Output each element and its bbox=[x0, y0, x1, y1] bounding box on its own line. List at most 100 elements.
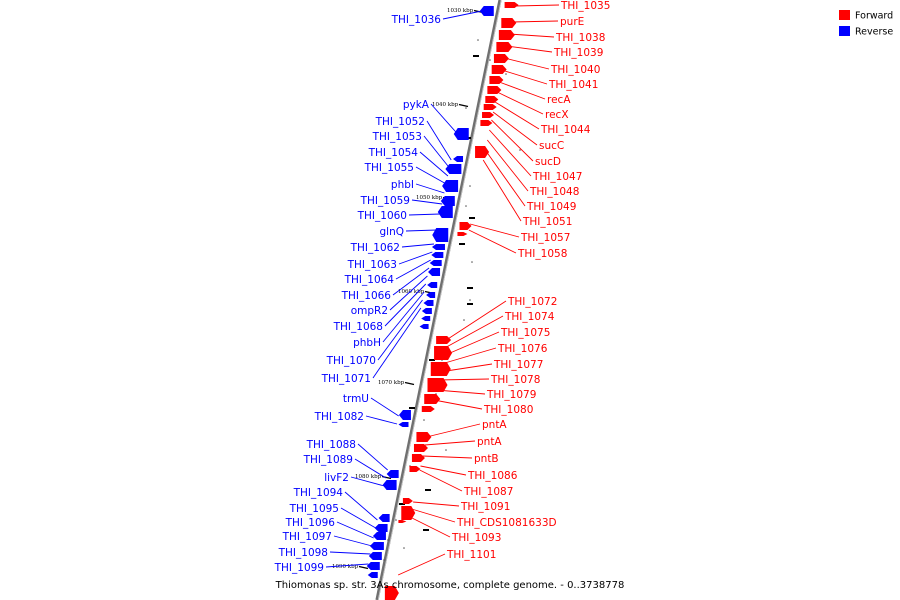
forward-gene[interactable] bbox=[482, 112, 495, 118]
reverse-gene-label-livf2[interactable]: livF2 bbox=[324, 472, 349, 484]
forward-gene[interactable] bbox=[416, 432, 432, 442]
reverse-gene[interactable] bbox=[428, 268, 441, 276]
reverse-gene-label-thi-1060[interactable]: THI_1060 bbox=[357, 210, 407, 222]
forward-gene[interactable] bbox=[483, 104, 497, 110]
forward-gene[interactable] bbox=[430, 362, 451, 376]
forward-gene-label-thi-1080[interactable]: THI_1080 bbox=[483, 404, 533, 416]
forward-gene-label-pnta[interactable]: pntA bbox=[477, 436, 502, 448]
forward-gene-label-thi-1039[interactable]: THI_1039 bbox=[553, 47, 603, 59]
reverse-gene[interactable] bbox=[366, 562, 380, 570]
forward-gene-label-thi-1049[interactable]: THI_1049 bbox=[526, 201, 576, 213]
reverse-gene-label-ompr2[interactable]: ompR2 bbox=[351, 305, 388, 317]
reverse-gene[interactable] bbox=[398, 410, 411, 420]
reverse-gene-label-thi-1070[interactable]: THI_1070 bbox=[326, 355, 376, 367]
forward-gene-label-pnta[interactable]: pntA bbox=[482, 419, 507, 431]
reverse-gene[interactable] bbox=[382, 480, 397, 490]
reverse-gene-label-phbh[interactable]: phbH bbox=[353, 337, 381, 349]
forward-gene-label-thi-1101[interactable]: THI_1101 bbox=[446, 549, 496, 561]
legend-item-forward[interactable]: Forward bbox=[839, 10, 893, 22]
forward-gene-label-thi-1074[interactable]: THI_1074 bbox=[504, 311, 555, 323]
forward-gene[interactable] bbox=[457, 232, 468, 236]
forward-gene-label-thi-1058[interactable]: THI_1058 bbox=[517, 248, 567, 260]
reverse-gene[interactable] bbox=[431, 252, 444, 258]
reverse-gene[interactable] bbox=[419, 324, 429, 329]
reverse-gene[interactable] bbox=[378, 514, 390, 522]
reverse-gene-label-thi-1054[interactable]: THI_1054 bbox=[368, 147, 419, 159]
reverse-gene-label-thi-1071[interactable]: THI_1071 bbox=[321, 373, 371, 385]
reverse-gene[interactable] bbox=[427, 282, 438, 288]
reverse-gene-label-thi-1062[interactable]: THI_1062 bbox=[350, 242, 400, 254]
forward-gene-label-reca[interactable]: recA bbox=[547, 94, 571, 106]
forward-gene-label-thi-1040[interactable]: THI_1040 bbox=[550, 64, 600, 76]
reverse-gene-label-thi-1063[interactable]: THI_1063 bbox=[347, 259, 397, 271]
forward-gene-label-thi-1048[interactable]: THI_1048 bbox=[529, 186, 579, 198]
forward-gene[interactable] bbox=[459, 222, 472, 230]
reverse-gene-label-thi-1052[interactable]: THI_1052 bbox=[375, 116, 425, 128]
forward-gene-label-thi-1077[interactable]: THI_1077 bbox=[493, 359, 543, 371]
reverse-gene[interactable] bbox=[453, 156, 464, 162]
forward-gene-label-thi-1075[interactable]: THI_1075 bbox=[500, 327, 550, 339]
reverse-gene-label-thi-1059[interactable]: THI_1059 bbox=[360, 195, 410, 207]
reverse-gene[interactable] bbox=[432, 228, 449, 242]
forward-gene[interactable] bbox=[421, 406, 435, 412]
forward-gene[interactable] bbox=[436, 336, 452, 344]
forward-gene-label-thi-1093[interactable]: THI_1093 bbox=[451, 532, 501, 544]
forward-gene[interactable] bbox=[434, 346, 453, 360]
forward-gene-label-thi-cds1081633d[interactable]: THI_CDS1081633D bbox=[456, 517, 557, 529]
reverse-gene[interactable] bbox=[374, 524, 388, 532]
forward-gene[interactable] bbox=[411, 454, 425, 462]
reverse-gene-label-thi-1055[interactable]: THI_1055 bbox=[364, 162, 414, 174]
reverse-gene-label-thi-1064[interactable]: THI_1064 bbox=[344, 274, 395, 286]
forward-gene[interactable] bbox=[475, 146, 490, 158]
reverse-gene[interactable] bbox=[421, 308, 432, 314]
reverse-gene[interactable] bbox=[442, 180, 459, 192]
forward-gene-label-thi-1079[interactable]: THI_1079 bbox=[486, 389, 536, 401]
forward-gene[interactable] bbox=[424, 394, 441, 404]
forward-gene[interactable] bbox=[413, 444, 428, 452]
forward-gene-label-thi-1087[interactable]: THI_1087 bbox=[463, 486, 513, 498]
reverse-gene[interactable] bbox=[386, 470, 399, 478]
reverse-gene-label-thi-1036[interactable]: THI_1036 bbox=[391, 14, 442, 26]
reverse-gene[interactable] bbox=[367, 572, 378, 578]
reverse-gene[interactable] bbox=[479, 6, 494, 16]
legend-item-reverse[interactable]: Reverse bbox=[839, 26, 893, 38]
reverse-gene[interactable] bbox=[437, 206, 453, 218]
reverse-gene-label-thi-1097[interactable]: THI_1097 bbox=[282, 531, 332, 543]
reverse-gene-label-glnq[interactable]: glnQ bbox=[379, 226, 404, 238]
reverse-gene[interactable] bbox=[368, 552, 382, 560]
forward-gene[interactable] bbox=[398, 520, 407, 523]
forward-gene[interactable] bbox=[496, 42, 513, 52]
forward-gene[interactable] bbox=[485, 96, 499, 103]
forward-gene[interactable] bbox=[402, 498, 413, 504]
reverse-gene-label-thi-1088[interactable]: THI_1088 bbox=[306, 439, 356, 451]
forward-gene-label-sucd[interactable]: sucD bbox=[535, 156, 561, 168]
forward-gene[interactable] bbox=[498, 30, 515, 40]
reverse-gene-label-thi-1089[interactable]: THI_1089 bbox=[303, 454, 353, 466]
forward-gene-label-thi-1047[interactable]: THI_1047 bbox=[532, 171, 582, 183]
reverse-gene-label-thi-1094[interactable]: THI_1094 bbox=[293, 487, 344, 499]
reverse-gene[interactable] bbox=[421, 316, 431, 321]
forward-gene-label-thi-1041[interactable]: THI_1041 bbox=[548, 79, 598, 91]
reverse-gene-label-thi-1068[interactable]: THI_1068 bbox=[333, 321, 383, 333]
forward-gene-label-thi-1091[interactable]: THI_1091 bbox=[460, 501, 510, 513]
forward-gene[interactable] bbox=[501, 18, 517, 28]
forward-gene-label-pure[interactable]: purE bbox=[560, 16, 584, 28]
forward-gene-label-thi-1072[interactable]: THI_1072 bbox=[507, 296, 557, 308]
reverse-gene[interactable] bbox=[369, 542, 384, 550]
forward-gene[interactable] bbox=[427, 378, 448, 392]
reverse-gene[interactable] bbox=[453, 128, 469, 140]
reverse-gene-label-pyka[interactable]: pykA bbox=[403, 99, 430, 111]
reverse-gene-label-trmu[interactable]: trmU bbox=[343, 393, 369, 405]
reverse-gene-label-thi-1066[interactable]: THI_1066 bbox=[341, 290, 392, 302]
reverse-gene-label-thi-1096[interactable]: THI_1096 bbox=[285, 517, 336, 529]
reverse-gene[interactable] bbox=[445, 164, 462, 174]
reverse-gene-label-thi-1053[interactable]: THI_1053 bbox=[372, 131, 422, 143]
forward-gene[interactable] bbox=[409, 466, 421, 472]
reverse-gene-label-thi-1098[interactable]: THI_1098 bbox=[278, 547, 328, 559]
forward-gene-label-recx[interactable]: recX bbox=[545, 109, 569, 121]
forward-gene-label-thi-1035[interactable]: THI_1035 bbox=[560, 0, 610, 12]
forward-gene[interactable] bbox=[384, 586, 399, 600]
reverse-gene-label-thi-1095[interactable]: THI_1095 bbox=[289, 503, 339, 515]
forward-gene[interactable] bbox=[401, 506, 416, 520]
forward-gene-label-thi-1038[interactable]: THI_1038 bbox=[555, 32, 605, 44]
